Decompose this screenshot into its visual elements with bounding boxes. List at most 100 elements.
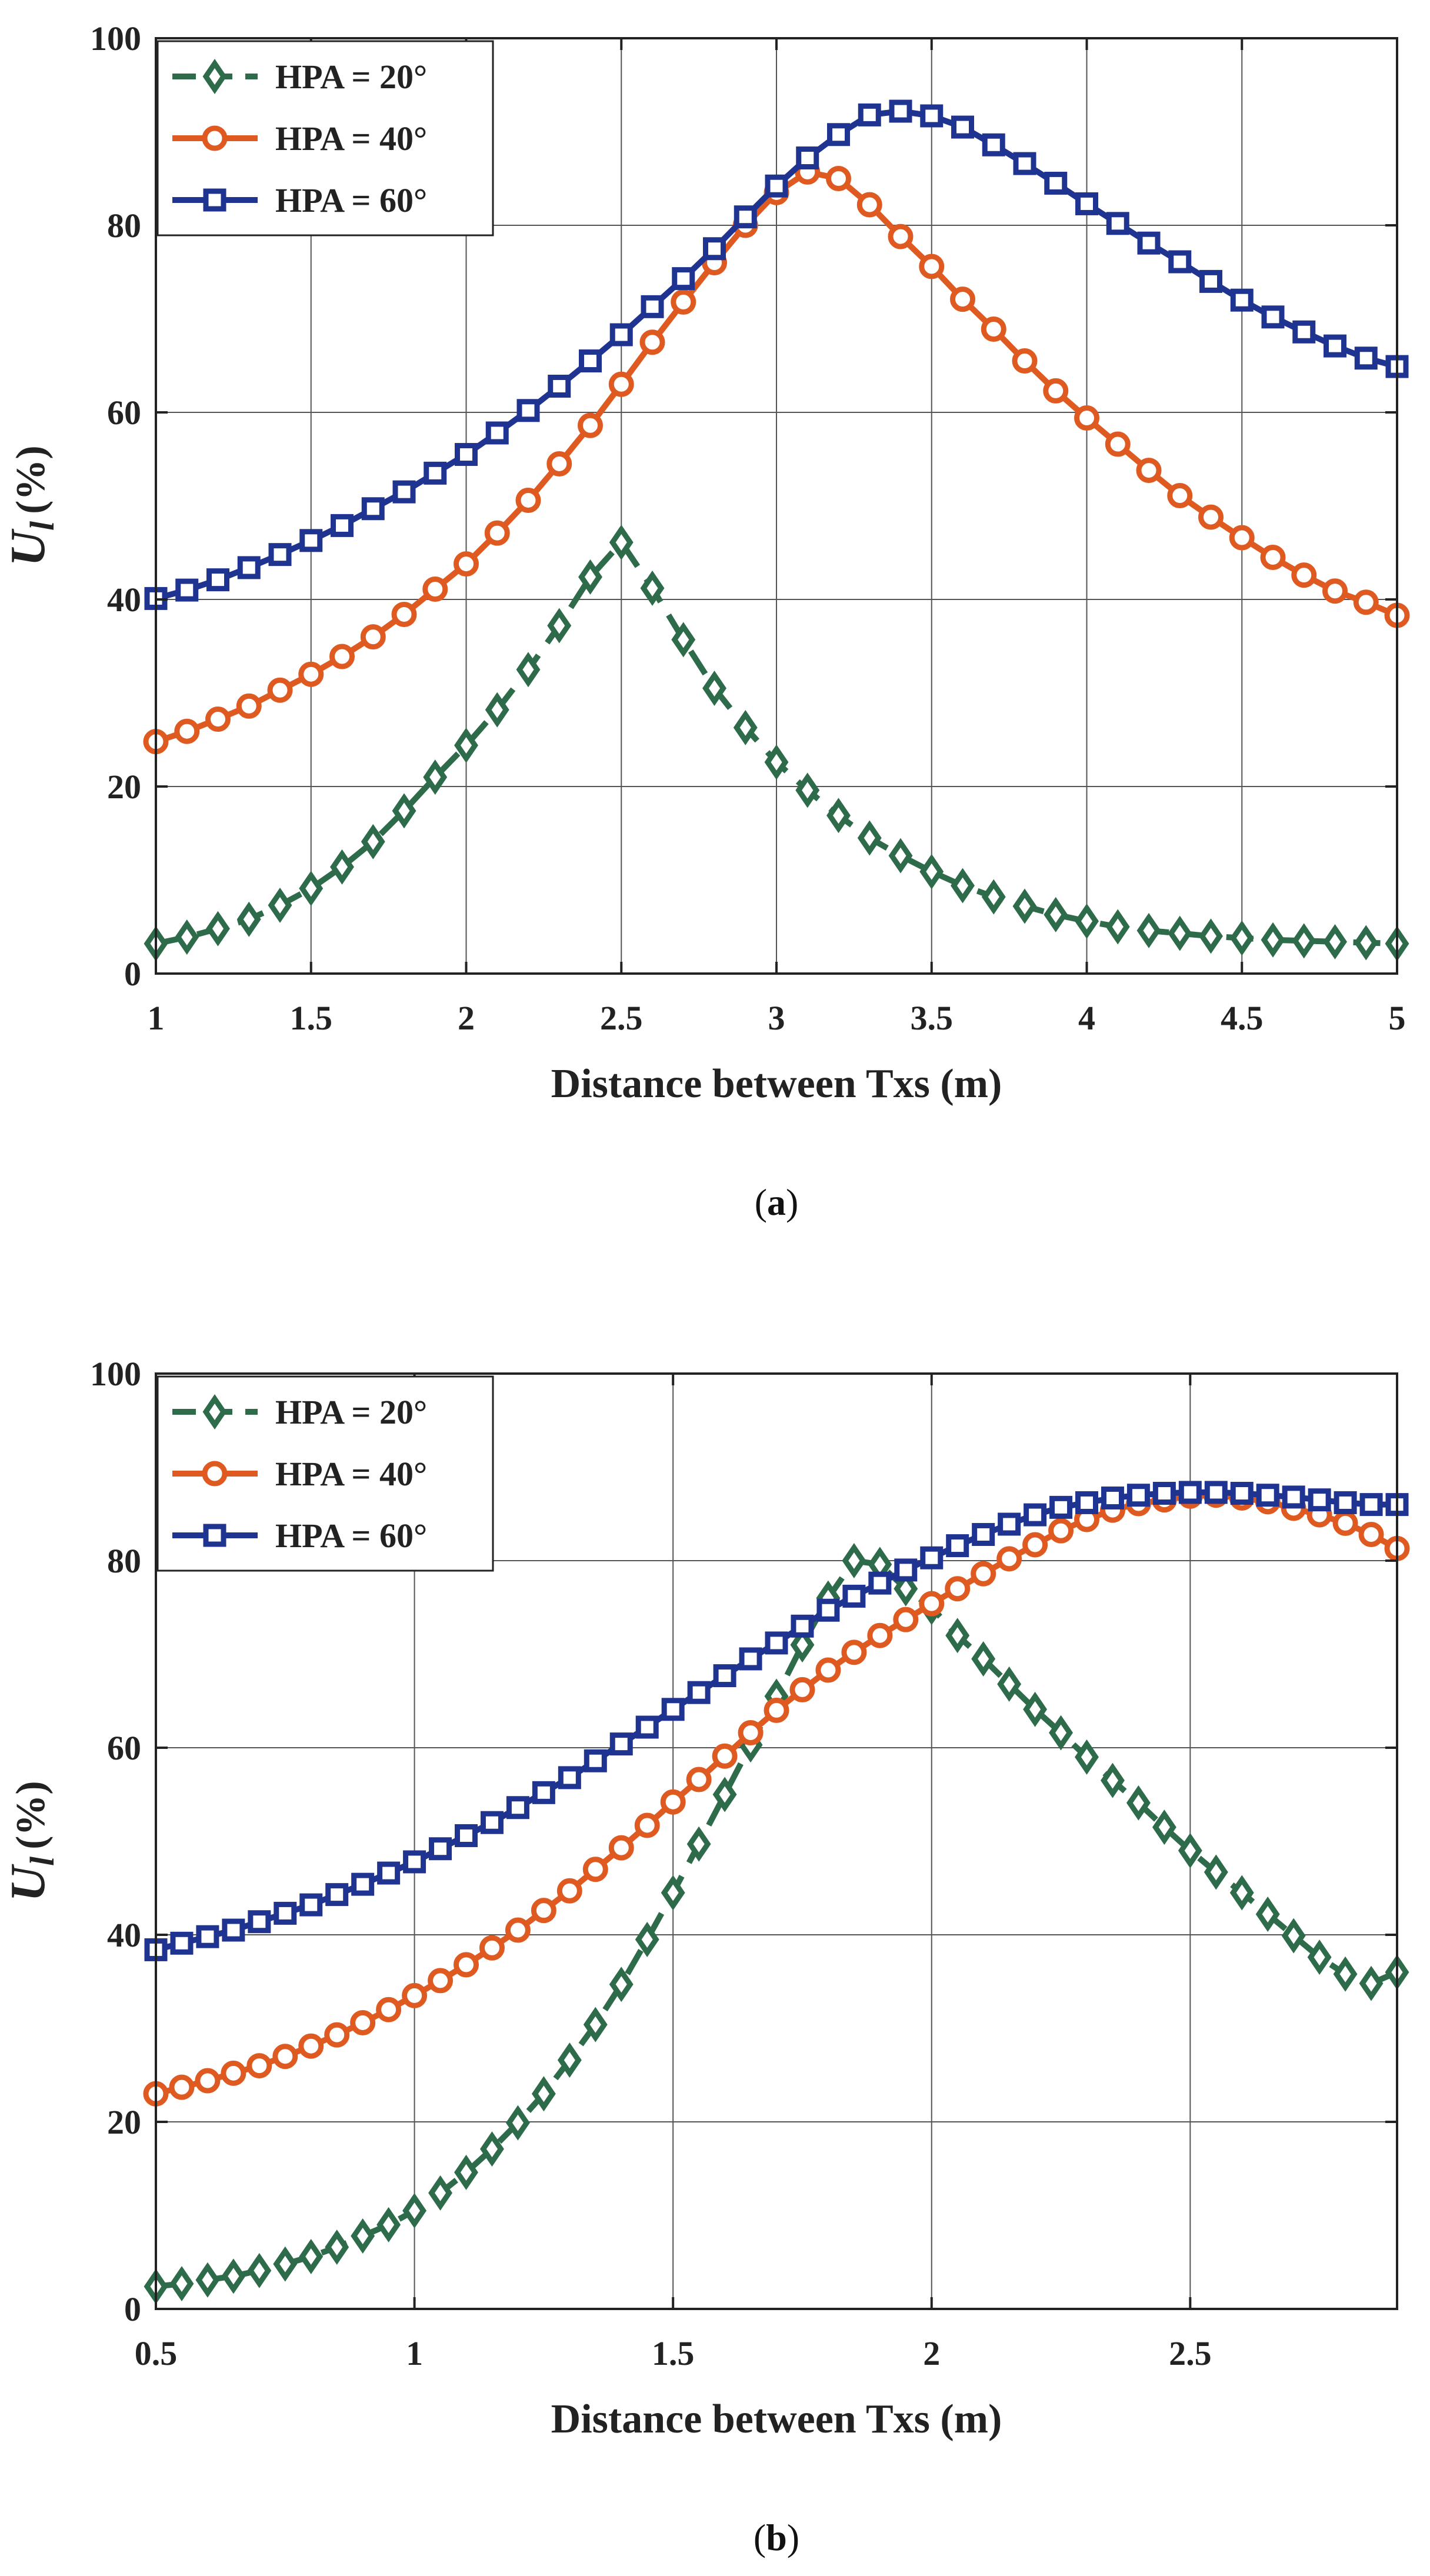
data-point [515, 487, 541, 513]
data-point [175, 578, 199, 602]
data-point [919, 854, 944, 889]
data-point [480, 2131, 504, 2167]
x-tick-label: 2.5 [600, 999, 643, 1037]
data-point [299, 1893, 323, 1917]
data-point [1332, 1510, 1358, 1536]
data-point [584, 1749, 607, 1772]
data-point [237, 556, 261, 579]
data-point [1292, 923, 1316, 959]
data-point [1230, 1482, 1254, 1505]
data-point [858, 103, 881, 126]
legend-marker [202, 1461, 228, 1487]
data-point [195, 2262, 220, 2298]
data-point [1152, 1482, 1176, 1505]
data-point [422, 576, 448, 602]
data-point [672, 267, 695, 291]
x-axis-label: Distance between Txs (m) [551, 1061, 1002, 1107]
caption-letter: b [766, 2517, 787, 2558]
data-point [206, 911, 230, 947]
data-point [248, 1910, 271, 1934]
data-point [789, 1677, 815, 1702]
data-point [945, 1576, 971, 1602]
data-point [1282, 1485, 1305, 1509]
data-point [1199, 918, 1223, 954]
data-point [360, 624, 386, 650]
data-point [298, 661, 324, 687]
data-point [556, 1878, 582, 1904]
data-point [712, 1743, 738, 1769]
legend-label: HPA = 40° [275, 119, 427, 158]
data-point [1229, 525, 1255, 551]
data-point [713, 1664, 736, 1688]
legend: HPA = 20° HPA = 40° HPA = 60° [156, 40, 494, 236]
data-point [351, 2218, 375, 2254]
data-point [1049, 1495, 1073, 1519]
data-point [1204, 1854, 1228, 1890]
data-point [1075, 192, 1098, 215]
data-point [1075, 1739, 1099, 1775]
data-point [516, 652, 541, 688]
data-point [1167, 483, 1193, 509]
data-point [703, 237, 726, 261]
data-point [236, 901, 261, 937]
data-point [635, 1715, 659, 1739]
data-point [867, 1622, 893, 1648]
data-point [951, 868, 975, 904]
data-point [403, 1850, 426, 1874]
data-point [1261, 305, 1285, 329]
data-point [392, 793, 416, 829]
data-point [1101, 1762, 1125, 1798]
data-point [1105, 431, 1131, 457]
data-point [325, 1883, 349, 1907]
data-point [454, 2154, 478, 2190]
data-point [505, 1917, 531, 1943]
data-point [299, 529, 323, 552]
y-tick-label: 80 [107, 206, 141, 245]
data-point [796, 146, 819, 170]
data-point [299, 871, 324, 907]
data-point [738, 1720, 764, 1746]
data-point [608, 1835, 634, 1861]
y-label-unit: (%) [8, 445, 54, 514]
caption-open-paren: ( [755, 1181, 767, 1223]
x-tick-label: 4.5 [1221, 999, 1264, 1037]
legend-marker [202, 1394, 227, 1429]
series-hpa-1 [143, 1482, 1410, 2107]
data-point [428, 2175, 452, 2211]
data-point [424, 461, 447, 485]
y-label-symbol: U [1, 528, 55, 566]
legend-marker [202, 125, 228, 151]
data-point [997, 1666, 1022, 1702]
data-point [1024, 1503, 1047, 1527]
plot-frame [155, 1372, 1398, 2310]
data-point [888, 838, 913, 874]
data-point [350, 2010, 376, 2035]
data-point [485, 692, 509, 728]
legend-entry-0: HPA = 20° [172, 58, 427, 96]
data-point [402, 1982, 428, 2008]
data-point [480, 1811, 504, 1834]
data-point [609, 1732, 633, 1756]
data-point [827, 123, 850, 146]
data-point [919, 1591, 945, 1617]
data-point [392, 480, 416, 504]
x-tick-label: 3.5 [911, 999, 954, 1037]
data-point [791, 1614, 814, 1638]
data-point [1126, 1785, 1151, 1821]
data-point [815, 1657, 841, 1683]
data-point [1013, 152, 1036, 175]
data-point [660, 1789, 686, 1815]
caption-letter: a [767, 1181, 786, 1223]
data-point [1198, 504, 1224, 530]
data-point [996, 1546, 1022, 1572]
data-point [1106, 212, 1129, 235]
data-point [429, 1837, 452, 1861]
chart-panel-a: 1 1.5 2 2.5 3 3.5 4 4.5 5 0 20 40 60 80 100 Distance be… [1, 19, 1410, 1107]
y-label-unit: (%) [8, 1781, 54, 1849]
panel-caption-b: (b) [754, 2517, 799, 2558]
data-point [998, 1512, 1021, 1536]
data-point [325, 2230, 349, 2265]
data-point [268, 543, 292, 566]
data-point [888, 224, 914, 249]
data-point [454, 551, 479, 577]
